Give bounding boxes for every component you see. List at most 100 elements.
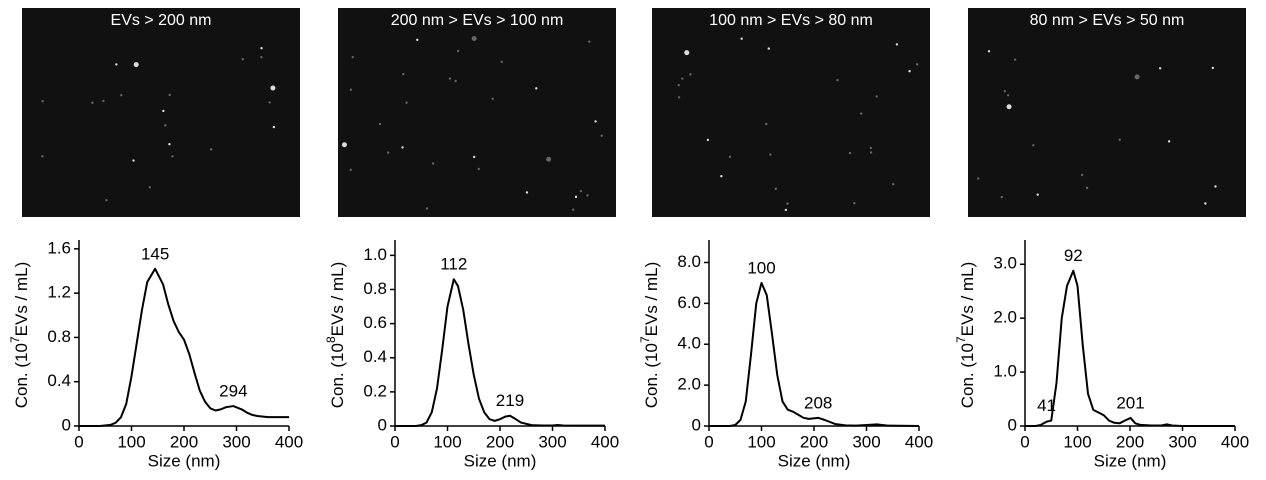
particle — [120, 93, 123, 97]
x-tick-label: 100 — [433, 432, 461, 451]
image-title: EVs > 200 nm — [111, 12, 212, 29]
y-label-exponent: 7 — [638, 336, 652, 343]
y-tick-label: 1.6 — [47, 238, 71, 257]
particle — [767, 47, 770, 50]
particle — [500, 60, 503, 64]
y-tick-label: 0 — [1008, 415, 1017, 434]
curve — [79, 267, 289, 427]
peak-label: 41 — [1037, 396, 1056, 415]
y-tick-label: 0.4 — [47, 371, 71, 390]
particle — [1032, 144, 1035, 147]
y-label-suffix: EVs / mL) — [12, 262, 31, 337]
particle — [1080, 173, 1084, 177]
particle — [600, 134, 603, 137]
curve — [1025, 269, 1235, 427]
x-tick-label: 0 — [1020, 432, 1029, 451]
image-title: 80 nm > EVs > 50 nm — [1030, 12, 1185, 29]
y-tick-label: 6.0 — [677, 293, 701, 312]
particle — [454, 79, 457, 83]
particle — [1036, 193, 1039, 196]
particle — [853, 202, 856, 205]
particle — [405, 101, 408, 104]
particle — [689, 73, 692, 76]
particle — [272, 125, 276, 129]
particle — [456, 49, 460, 53]
y-label-suffix: EVs / mL) — [642, 262, 661, 337]
peak-label: 112 — [440, 255, 467, 274]
x-tick-label: 200 — [800, 432, 828, 451]
image-panel — [338, 8, 616, 217]
particle — [765, 122, 768, 126]
y-label-prefix: Con. (10 — [958, 343, 977, 408]
x-tick-label: 200 — [1116, 432, 1144, 451]
particle — [908, 70, 911, 73]
particle — [836, 78, 839, 82]
y-label-exponent: 7 — [954, 336, 968, 343]
peak-label: 100 — [747, 258, 775, 277]
particle — [1204, 202, 1207, 205]
y-tick-label: 0.6 — [363, 313, 387, 332]
y-label-prefix: Con. (10 — [328, 343, 347, 408]
particle — [378, 122, 382, 126]
particle — [349, 168, 352, 172]
particle — [402, 72, 405, 76]
particle — [171, 155, 174, 158]
y-tick-label: 4.0 — [677, 334, 701, 353]
x-axis-label: Size (nm) — [778, 451, 851, 470]
peak-label: 92 — [1064, 246, 1083, 265]
image-title: 200 nm > EVs > 100 nm — [391, 12, 564, 29]
x-tick-label: 100 — [1063, 432, 1091, 451]
y-tick-label: 2.0 — [677, 375, 701, 394]
particle — [586, 194, 589, 197]
x-tick-label: 400 — [275, 432, 303, 451]
particle — [1118, 138, 1121, 141]
y-axis-label: Con. (107EVs / mL) — [8, 262, 31, 409]
particle — [268, 101, 271, 104]
y-tick-label: 3.0 — [993, 254, 1017, 273]
particle — [875, 95, 878, 98]
particle — [860, 112, 863, 115]
image-panel — [652, 8, 930, 217]
y-label-prefix: Con. (10 — [12, 343, 31, 408]
particle — [720, 174, 723, 178]
x-tick-label: 200 — [486, 432, 514, 451]
x-tick-label: 400 — [1221, 432, 1249, 451]
particle — [241, 58, 244, 61]
particle — [769, 153, 772, 156]
particle — [740, 37, 743, 40]
y-tick-label: 2.0 — [993, 308, 1017, 327]
particle — [684, 50, 690, 56]
particle — [164, 124, 167, 127]
particle — [472, 155, 476, 159]
particle — [270, 85, 276, 91]
x-axis-label: Size (nm) — [148, 451, 221, 470]
peak-label: 145 — [141, 244, 169, 263]
particle — [386, 151, 390, 154]
y-tick-label: 0 — [62, 415, 71, 434]
y-label-exponent: 8 — [324, 336, 338, 343]
y-label-suffix: EVs / mL) — [328, 262, 347, 337]
particle — [895, 43, 899, 46]
particle — [535, 87, 538, 90]
y-label-prefix: Con. (10 — [642, 343, 661, 408]
y-label-exponent: 7 — [8, 336, 22, 343]
particle — [915, 63, 919, 66]
particle — [987, 50, 991, 53]
particle — [209, 148, 213, 151]
particle — [574, 195, 578, 199]
particle — [1006, 104, 1012, 110]
particle — [168, 93, 171, 97]
particle — [525, 191, 529, 194]
curve — [709, 281, 920, 427]
x-tick-label: 400 — [905, 432, 933, 451]
particle — [681, 77, 684, 80]
image-title: 100 nm > EVs > 80 nm — [709, 12, 873, 29]
particle — [401, 146, 404, 149]
particle — [546, 156, 552, 162]
particle — [869, 146, 873, 150]
x-tick-label: 200 — [170, 432, 198, 451]
particle — [1134, 74, 1140, 80]
particle — [148, 186, 151, 189]
particle — [132, 159, 135, 162]
y-tick-label: 0.4 — [363, 347, 387, 366]
